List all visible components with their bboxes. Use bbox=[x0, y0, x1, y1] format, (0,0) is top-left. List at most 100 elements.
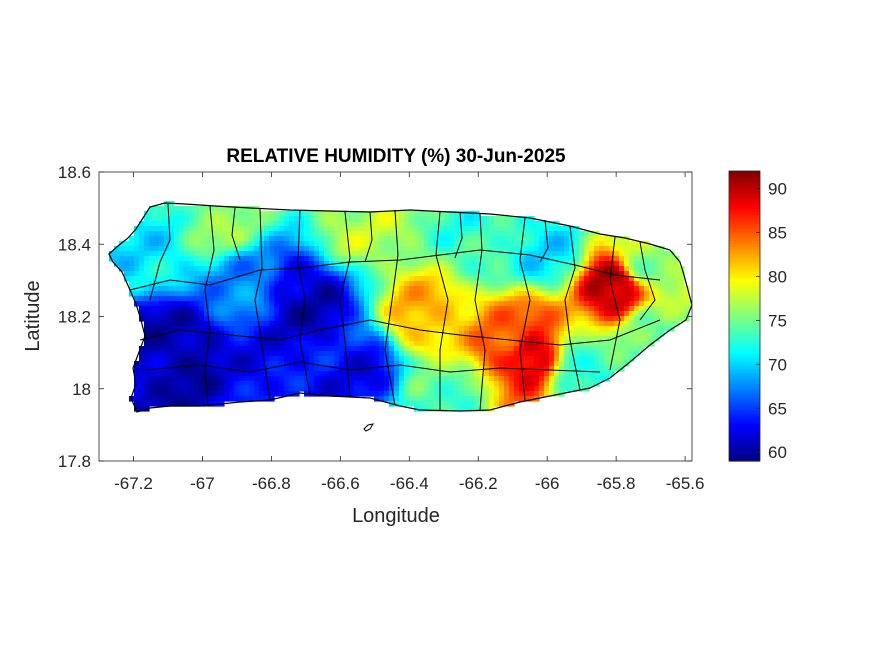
heat-cell bbox=[334, 371, 340, 377]
heat-cell bbox=[194, 401, 200, 407]
heat-cell bbox=[674, 266, 680, 272]
heat-cell bbox=[139, 346, 145, 352]
heat-cell bbox=[594, 321, 600, 327]
heat-cell bbox=[419, 401, 425, 407]
heat-cell bbox=[309, 371, 315, 377]
heat-cell bbox=[634, 316, 640, 322]
heat-cell bbox=[219, 326, 225, 332]
heat-cell bbox=[379, 316, 385, 322]
heat-cell bbox=[664, 291, 670, 297]
heat-cell bbox=[604, 311, 610, 317]
colorbar-segment bbox=[729, 176, 760, 180]
heat-cell bbox=[234, 381, 240, 387]
heat-cell bbox=[424, 346, 430, 352]
heat-cell bbox=[349, 306, 355, 312]
heat-cell bbox=[434, 336, 440, 342]
heat-cell bbox=[219, 336, 225, 342]
heat-cell bbox=[359, 341, 365, 347]
heat-cell bbox=[394, 226, 400, 232]
heat-cell bbox=[499, 221, 505, 227]
heat-cell bbox=[504, 331, 510, 337]
heat-cell bbox=[264, 301, 270, 307]
heat-cell bbox=[139, 361, 145, 367]
heat-cell bbox=[604, 261, 610, 267]
heat-cell bbox=[564, 256, 570, 262]
heat-cell bbox=[469, 296, 475, 302]
heat-cell bbox=[449, 351, 455, 357]
heat-cell bbox=[149, 371, 155, 377]
heat-cell bbox=[649, 256, 655, 262]
heat-cell bbox=[619, 336, 625, 342]
heat-cell bbox=[584, 326, 590, 332]
heat-cell bbox=[219, 221, 225, 227]
heat-cell bbox=[594, 316, 600, 322]
heat-cell bbox=[339, 341, 345, 347]
heat-cell bbox=[459, 361, 465, 367]
heat-cell bbox=[494, 261, 500, 267]
heat-cell bbox=[134, 276, 140, 282]
heat-cell bbox=[459, 261, 465, 267]
heat-cell bbox=[324, 231, 330, 237]
heat-cell bbox=[424, 236, 430, 242]
colorbar-segment bbox=[729, 228, 760, 232]
heat-cell bbox=[624, 251, 630, 257]
heat-cell bbox=[469, 276, 475, 282]
heat-cell bbox=[509, 301, 515, 307]
heat-cell bbox=[434, 301, 440, 307]
heat-cell bbox=[534, 391, 540, 397]
heat-cell bbox=[594, 311, 600, 317]
heat-cell bbox=[434, 281, 440, 287]
heat-cell bbox=[174, 236, 180, 242]
heat-cell bbox=[204, 341, 210, 347]
heat-cell bbox=[159, 331, 165, 337]
heat-cell bbox=[579, 326, 585, 332]
heat-cell bbox=[614, 246, 620, 252]
heat-cell bbox=[564, 301, 570, 307]
heat-cell bbox=[634, 306, 640, 312]
heat-cell bbox=[254, 281, 260, 287]
x-tick-label: -67 bbox=[190, 474, 215, 493]
heat-cell bbox=[449, 301, 455, 307]
heat-cell bbox=[594, 306, 600, 312]
heat-cell bbox=[539, 251, 545, 257]
heat-cell bbox=[199, 206, 205, 212]
heat-cell bbox=[634, 271, 640, 277]
heat-cell bbox=[144, 386, 150, 392]
heat-cell bbox=[439, 306, 445, 312]
heat-cell bbox=[184, 226, 190, 232]
heat-cell bbox=[444, 371, 450, 377]
heat-cell bbox=[269, 266, 275, 272]
heat-cell bbox=[184, 346, 190, 352]
heat-cell bbox=[514, 296, 520, 302]
heat-cell bbox=[419, 301, 425, 307]
heat-cell bbox=[149, 321, 155, 327]
heat-cell bbox=[469, 281, 475, 287]
heat-cell bbox=[189, 366, 195, 372]
heat-cell bbox=[359, 236, 365, 242]
heat-cell bbox=[269, 316, 275, 322]
heat-cell bbox=[334, 366, 340, 372]
heat-cell bbox=[534, 346, 540, 352]
municipality-boundary bbox=[231, 207, 241, 261]
heat-cell bbox=[529, 306, 535, 312]
heat-cell bbox=[454, 361, 460, 367]
heat-cell bbox=[394, 266, 400, 272]
heat-cell bbox=[379, 231, 385, 237]
heat-cell bbox=[249, 331, 255, 337]
heat-cell bbox=[449, 221, 455, 227]
colorbar-segment bbox=[729, 338, 760, 342]
heat-cell bbox=[244, 381, 250, 387]
heat-cell bbox=[324, 226, 330, 232]
heat-cell bbox=[564, 241, 570, 247]
heat-cell bbox=[384, 276, 390, 282]
heat-cell bbox=[509, 341, 515, 347]
heat-cell bbox=[399, 216, 405, 222]
heat-cell bbox=[134, 296, 140, 302]
heat-cell bbox=[264, 321, 270, 327]
heat-cell bbox=[624, 266, 630, 272]
heat-cell bbox=[404, 211, 410, 217]
heat-cell bbox=[459, 281, 465, 287]
heat-cell bbox=[189, 216, 195, 222]
heat-cell bbox=[454, 351, 460, 357]
heat-cell bbox=[474, 226, 480, 232]
